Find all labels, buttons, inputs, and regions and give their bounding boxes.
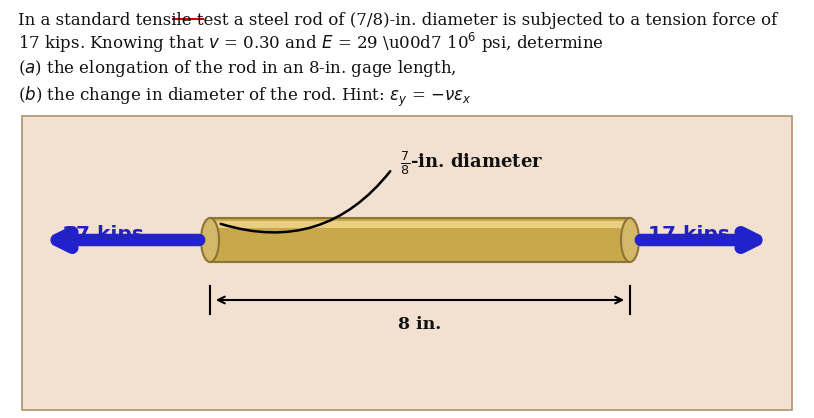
Ellipse shape [621, 218, 639, 262]
Text: In a standard tensile test a steel rod of (7/8)-in. diameter is subjected to a t: In a standard tensile test a steel rod o… [18, 12, 777, 29]
Bar [22, 116, 792, 410]
Ellipse shape [201, 218, 219, 262]
Bar [213, 221, 627, 228]
Bar [210, 218, 630, 262]
Text: 17 kips. Knowing that $v$ = 0.30 and $E$ = 29 \u00d7 10$^6$ psi, determine: 17 kips. Knowing that $v$ = 0.30 and $E$… [18, 31, 604, 55]
Text: 8 in.: 8 in. [398, 316, 442, 333]
Text: ($a$) the elongation of the rod in an 8-in. gage length,: ($a$) the elongation of the rod in an 8-… [18, 58, 457, 79]
Text: ($b$) the change in diameter of the rod. Hint: $\varepsilon_y$ = $-\nu\varepsilo: ($b$) the change in diameter of the rod.… [18, 85, 471, 109]
Text: 17 kips: 17 kips [62, 224, 144, 244]
Text: 17 kips: 17 kips [648, 224, 730, 244]
Text: $\frac{7}{8}$-in. diameter: $\frac{7}{8}$-in. diameter [400, 149, 543, 177]
